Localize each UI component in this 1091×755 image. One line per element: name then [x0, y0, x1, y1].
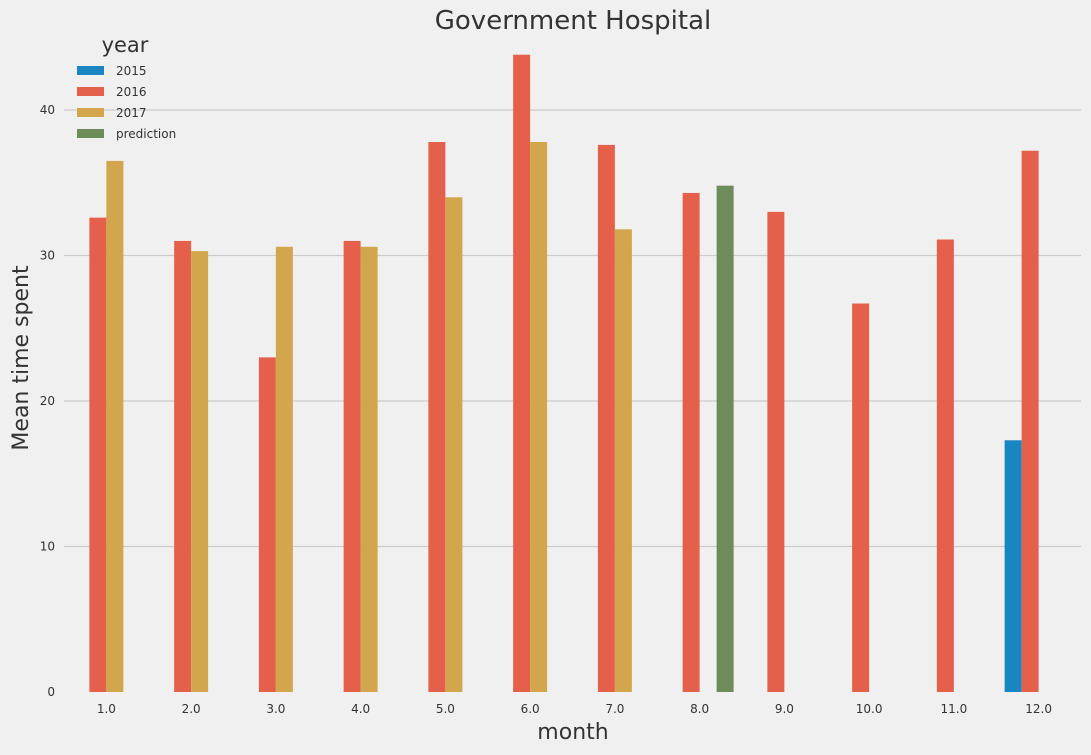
bar-2017-2.0 [191, 251, 209, 692]
x-tick-label: 11.0 [941, 702, 968, 716]
legend-label: 2015 [116, 64, 147, 78]
bar-2016-8.0 [682, 192, 700, 692]
legend-swatch [77, 87, 104, 96]
y-tick-label: 10 [40, 540, 55, 554]
bar-2016-1.0 [89, 217, 107, 693]
bar-2016-9.0 [767, 211, 785, 692]
tick-labels: 0 10 20 30 40 1.0 2.0 3.0 4.0 5.0 6.0 7.0 8.0 9.0 10.0… [40, 103, 1052, 716]
legend-swatch [77, 108, 104, 117]
bar-2016-5.0 [428, 142, 446, 692]
x-tick-label: 12.0 [1025, 702, 1052, 716]
gridlines [64, 109, 1081, 548]
bar-2016-10.0 [852, 303, 870, 692]
legend-title: year [102, 33, 149, 57]
bars [89, 54, 1039, 693]
bar-2016-11.0 [936, 239, 954, 692]
x-tick-label: 6.0 [521, 702, 540, 716]
bar-2017-1.0 [106, 160, 124, 693]
bar-2017-5.0 [445, 197, 463, 693]
bar-2016-12.0 [1021, 150, 1039, 693]
bar-2017-7.0 [614, 229, 632, 692]
y-tick-label: 0 [47, 685, 55, 699]
bar-2016-4.0 [343, 240, 361, 692]
x-tick-label: 10.0 [856, 702, 883, 716]
x-tick-label: 7.0 [605, 702, 624, 716]
x-tick-label: 5.0 [436, 702, 455, 716]
y-tick-label: 40 [40, 103, 55, 117]
chart-title: Government Hospital [435, 6, 712, 36]
bar-2016-6.0 [513, 54, 531, 692]
x-tick-label: 3.0 [266, 702, 285, 716]
legend: year 2015 2016 2017 prediction [77, 33, 176, 141]
x-tick-label: 1.0 [97, 702, 116, 716]
bar-2017-4.0 [360, 246, 378, 692]
y-tick-label: 20 [40, 394, 55, 408]
legend-swatch [77, 66, 104, 75]
bar-2015-12.0 [1004, 440, 1022, 692]
y-axis-title: Mean time spent [9, 265, 34, 451]
bar-2016-7.0 [597, 144, 615, 693]
y-tick-label: 30 [40, 249, 55, 263]
bar-2016-2.0 [174, 240, 192, 692]
bar-2017-6.0 [530, 142, 548, 692]
bar-prediction-8.0 [716, 185, 734, 692]
bar-2017-3.0 [275, 246, 293, 692]
legend-label: 2017 [116, 106, 147, 120]
x-tick-label: 9.0 [775, 702, 794, 716]
legend-swatch [77, 129, 104, 138]
x-tick-label: 4.0 [351, 702, 370, 716]
x-tick-label: 8.0 [690, 702, 709, 716]
legend-label: 2016 [116, 85, 147, 99]
x-tick-label: 2.0 [182, 702, 201, 716]
bar-2016-3.0 [258, 357, 276, 692]
legend-label: prediction [116, 127, 176, 141]
x-axis-title: month [537, 720, 608, 745]
